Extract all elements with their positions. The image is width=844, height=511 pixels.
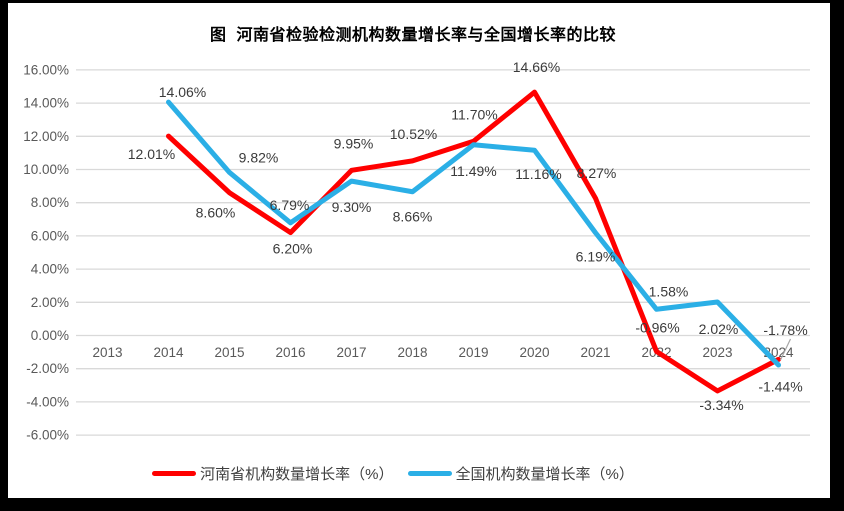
- y-axis-tick-label: -6.00%: [26, 428, 69, 443]
- y-axis-tick-label: -2.00%: [26, 361, 69, 376]
- chart-title: 图 河南省检验检测机构数量增长率与全国增长率的比较: [210, 27, 616, 44]
- y-axis-tick-label: 0.00%: [31, 328, 69, 343]
- national-series-line-icon: [407, 471, 452, 476]
- data-label: 11.49%: [450, 163, 496, 179]
- data-label: 8.66%: [393, 209, 433, 225]
- x-axis-tick-label: 2014: [153, 345, 184, 360]
- y-axis-tick-label: -4.00%: [26, 394, 69, 409]
- y-axis-tick-label: 2.00%: [31, 295, 69, 310]
- data-label: 9.95%: [334, 135, 374, 151]
- y-axis-tick-label: 8.00%: [31, 195, 69, 210]
- data-label: 11.16%: [515, 166, 561, 182]
- x-axis-tick-label: 2017: [336, 345, 366, 360]
- x-axis-tick-label: 2018: [397, 345, 427, 360]
- x-axis-tick-label: 2020: [519, 345, 549, 360]
- x-axis-tick-label: 2021: [580, 345, 610, 360]
- x-axis-tick-label: 2023: [702, 345, 732, 360]
- data-label: 8.60%: [196, 205, 236, 221]
- data-label: -3.34%: [699, 397, 743, 413]
- y-axis-tick-label: 12.00%: [23, 129, 69, 144]
- data-label: -0.96%: [635, 319, 679, 335]
- y-axis-tick-label: 16.00%: [23, 62, 69, 77]
- data-label: 9.30%: [332, 199, 372, 215]
- x-axis-tick-label: 2019: [458, 345, 488, 360]
- data-label: 9.82%: [239, 149, 279, 165]
- y-axis-tick-label: 6.00%: [31, 228, 69, 243]
- series-line-national: [166, 99, 781, 368]
- data-label: -1.44%: [758, 378, 802, 394]
- data-label: 6.20%: [273, 241, 313, 257]
- x-axis-tick-label: 2013: [92, 345, 122, 360]
- data-label: 2.02%: [699, 321, 739, 337]
- data-label: -1.78%: [763, 322, 807, 338]
- y-axis-tick-label: 14.00%: [23, 96, 69, 111]
- data-label: 12.01%: [128, 146, 175, 162]
- data-label: 11.70%: [451, 106, 497, 122]
- data-label: 8.27%: [577, 165, 617, 181]
- x-axis-tick-label: 2016: [275, 345, 305, 360]
- data-label: 10.52%: [390, 126, 437, 142]
- chart-legend: 河南省机构数量增长率（%） 全国机构数量增长率（%）: [8, 463, 778, 484]
- legend-label-henan: 河南省机构数量增长率（%）: [200, 466, 394, 483]
- legend-label-national: 全国机构数量增长率（%）: [455, 466, 634, 483]
- chart-canvas: 图 河南省检验检测机构数量增长率与全国增长率的比较 16.00% 14.00% 12…: [8, 3, 830, 498]
- data-label: 14.66%: [513, 59, 560, 75]
- legend-item-henan: 河南省机构数量增长率（%）: [152, 463, 394, 484]
- legend-item-national: 全国机构数量增长率（%）: [407, 463, 634, 484]
- y-axis-tick-label: 4.00%: [31, 262, 69, 277]
- series-line-henan: [166, 89, 781, 394]
- data-label: 1.58%: [649, 283, 689, 299]
- henan-series-line-icon: [152, 471, 197, 476]
- x-axis-tick-label: 2015: [214, 345, 244, 360]
- data-label-leader-line: [779, 338, 792, 361]
- data-label: 6.19%: [576, 249, 616, 265]
- data-label: 14.06%: [159, 84, 206, 100]
- y-axis-tick-label: 10.00%: [23, 162, 69, 177]
- data-label: 6.79%: [270, 197, 310, 213]
- chart-plot-area: 16.00% 14.00% 12.00% 10.00% 8.00% 6.00% 4.00% 2…: [23, 59, 810, 443]
